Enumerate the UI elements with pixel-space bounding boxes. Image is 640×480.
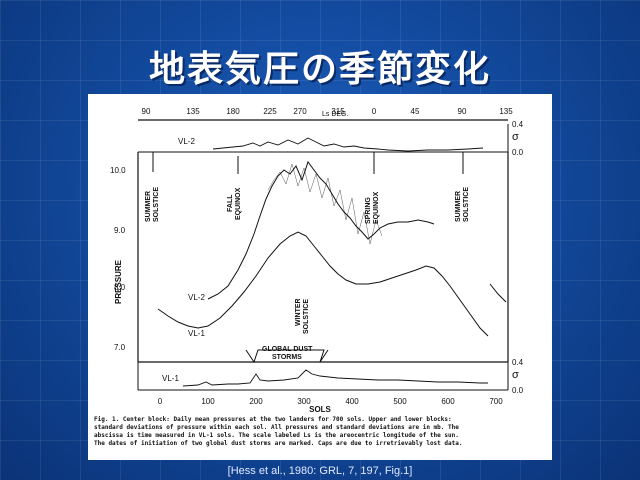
- ls-tick: 270: [293, 107, 307, 116]
- vl1-curve-label: VL-1: [188, 329, 205, 338]
- ls-tick: 90: [142, 107, 151, 116]
- pressure-tick: 9.0: [114, 226, 126, 235]
- sols-tick: 600: [441, 397, 455, 406]
- spring-equinox: SPRING: [365, 197, 372, 224]
- caption-line: Fig. 1. Center block: Daily mean pressur…: [94, 416, 452, 423]
- upper-sigma-trace: [212, 137, 484, 152]
- ls-tick: 180: [226, 107, 240, 116]
- sols-tick: 500: [393, 397, 407, 406]
- sols-tick: 700: [489, 397, 503, 406]
- caption-line: abscissa is time measured in VL-1 sols. …: [94, 432, 459, 439]
- pressure-tick: 10.0: [110, 166, 126, 175]
- ls-axis-ticks: 90 135 180 225 270 315 0 45 90 135 Ls DE…: [142, 107, 514, 118]
- lower-sigma-trace: [182, 369, 488, 387]
- upper-sigma-symbol: σ: [512, 131, 519, 143]
- ls-tick: 90: [458, 107, 467, 116]
- svg-text:STORMS: STORMS: [272, 354, 302, 361]
- upper-sigma-tick: 0.0: [512, 148, 524, 157]
- svg-text:SOLSTICE: SOLSTICE: [463, 187, 470, 222]
- citation: [Hess et al., 1980: GRL, 7, 197, Fig.1]: [227, 465, 413, 477]
- lower-sigma-symbol: σ: [512, 369, 519, 381]
- sols-tick: 0: [158, 397, 163, 406]
- upper-sigma-tick: 0.4: [512, 120, 524, 129]
- ls-tick: 315: [331, 107, 345, 116]
- svg-text:EQUINOX: EQUINOX: [373, 191, 380, 224]
- vl1-pressure-curve: [157, 231, 489, 337]
- summer-solstice-2: SUMMER: [455, 191, 462, 222]
- summer-solstice-1: SUMMER: [145, 191, 152, 222]
- dust-storm-label: GLOBAL DUST: [262, 346, 313, 353]
- ls-tick: 135: [186, 107, 200, 116]
- sols-axis-label: SOLS: [309, 405, 331, 414]
- vl2-curve-label: VL-2: [188, 293, 205, 302]
- fall-equinox: FALL: [227, 194, 234, 212]
- ls-tick: 225: [263, 107, 277, 116]
- svg-text:SOLSTICE: SOLSTICE: [303, 299, 310, 334]
- caption-line: The dates of initiation of two global du…: [94, 440, 463, 447]
- caption-line: standard deviations of pressure within e…: [94, 424, 459, 431]
- pressure-tick: 7.0: [114, 343, 126, 352]
- figure-caption: Fig. 1. Center block: Daily mean pressur…: [94, 416, 546, 448]
- ls-tick: 0: [372, 107, 377, 116]
- sols-tick: 100: [201, 397, 215, 406]
- ls-tick: 45: [411, 107, 420, 116]
- sols-tick: 400: [345, 397, 359, 406]
- dust-storm-bracket: [245, 349, 329, 364]
- svg-text:SOLSTICE: SOLSTICE: [153, 187, 160, 222]
- svg-text:EQUINOX: EQUINOX: [235, 187, 242, 220]
- pressure-figure: 90 135 180 225 270 315 0 45 90 135 Ls DE…: [88, 94, 552, 460]
- pressure-tick: 8.0: [114, 283, 126, 292]
- pressure-axis-label: PRESSURE: [114, 259, 123, 304]
- pressure-chart-svg: 90 135 180 225 270 315 0 45 90 135 Ls DE…: [110, 107, 524, 414]
- lower-sigma-tick: 0.0: [512, 386, 524, 395]
- vl2-pressure-curve: [207, 160, 435, 300]
- ls-tick: 135: [499, 107, 513, 116]
- sols-tick: 300: [297, 397, 311, 406]
- upper-series-label: VL-2: [178, 137, 195, 146]
- lower-sigma-tick: 0.4: [512, 358, 524, 367]
- ls-axis-label: Ls DEG.: [322, 111, 349, 118]
- winter-solstice: WINTER: [295, 298, 302, 326]
- sols-tick: 200: [249, 397, 263, 406]
- slide-title: 地表気圧の季節変化: [148, 49, 491, 90]
- lower-series-label: VL-1: [162, 374, 179, 383]
